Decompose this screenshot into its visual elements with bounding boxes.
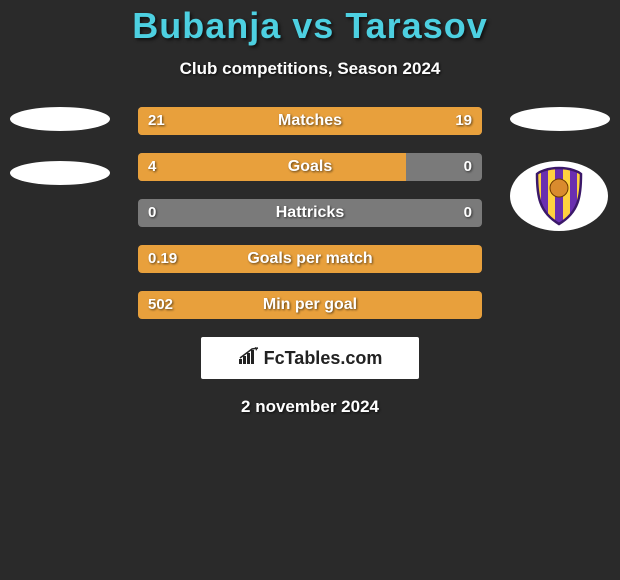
subtitle: Club competitions, Season 2024 bbox=[0, 59, 620, 79]
shield-icon bbox=[533, 166, 585, 226]
bar-row: 0.19Goals per match bbox=[138, 245, 482, 273]
bar-stat-name: Min per goal bbox=[138, 291, 482, 319]
bar-row: 40Goals bbox=[138, 153, 482, 181]
right-badge-1 bbox=[510, 107, 610, 131]
stats-zone: 2119Matches 40Goals 00Hattricks 0.19Goals p… bbox=[0, 107, 620, 319]
left-badge-2 bbox=[10, 161, 110, 185]
brand-text: FcTables.com bbox=[264, 348, 383, 369]
page-title: Bubanja vs Tarasov bbox=[0, 5, 620, 47]
left-badge-1 bbox=[10, 107, 110, 131]
chart-icon bbox=[238, 347, 260, 370]
comparison-card: Bubanja vs Tarasov Club competitions, Se… bbox=[0, 0, 620, 417]
bar-row: 502Min per goal bbox=[138, 291, 482, 319]
bar-stat-name: Goals bbox=[138, 153, 482, 181]
bars-list: 2119Matches 40Goals 00Hattricks 0.19Goals p… bbox=[138, 107, 482, 319]
bar-stat-name: Goals per match bbox=[138, 245, 482, 273]
bar-stat-name: Matches bbox=[138, 107, 482, 135]
bar-row: 2119Matches bbox=[138, 107, 482, 135]
bar-row: 00Hattricks bbox=[138, 199, 482, 227]
date-line: 2 november 2024 bbox=[0, 397, 620, 417]
right-player-badges bbox=[510, 107, 610, 231]
club-crest bbox=[510, 161, 608, 231]
brand-box: FcTables.com bbox=[201, 337, 419, 379]
bar-stat-name: Hattricks bbox=[138, 199, 482, 227]
left-player-badges bbox=[10, 107, 110, 215]
